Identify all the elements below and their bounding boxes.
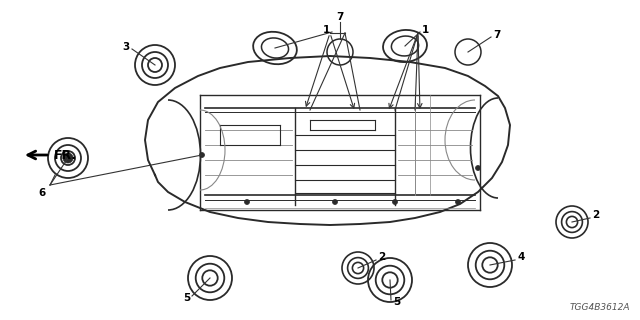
Text: 4: 4 bbox=[517, 252, 524, 262]
Text: 5: 5 bbox=[183, 293, 190, 303]
Text: 7: 7 bbox=[336, 12, 344, 22]
Text: 2: 2 bbox=[592, 210, 599, 220]
Text: 1: 1 bbox=[422, 25, 429, 35]
Circle shape bbox=[63, 153, 73, 163]
Circle shape bbox=[244, 199, 250, 204]
Text: 1: 1 bbox=[323, 25, 330, 35]
Text: 2: 2 bbox=[378, 252, 385, 262]
Circle shape bbox=[456, 199, 461, 204]
Text: 3: 3 bbox=[123, 42, 130, 52]
Text: TGG4B3612A: TGG4B3612A bbox=[570, 303, 630, 312]
Text: 5: 5 bbox=[393, 297, 400, 307]
Circle shape bbox=[200, 153, 205, 157]
Circle shape bbox=[476, 165, 481, 171]
Text: 6: 6 bbox=[38, 188, 45, 198]
Text: 7: 7 bbox=[493, 30, 500, 40]
Circle shape bbox=[333, 199, 337, 204]
Text: FR.: FR. bbox=[54, 148, 77, 162]
Circle shape bbox=[392, 199, 397, 204]
Polygon shape bbox=[145, 56, 510, 225]
